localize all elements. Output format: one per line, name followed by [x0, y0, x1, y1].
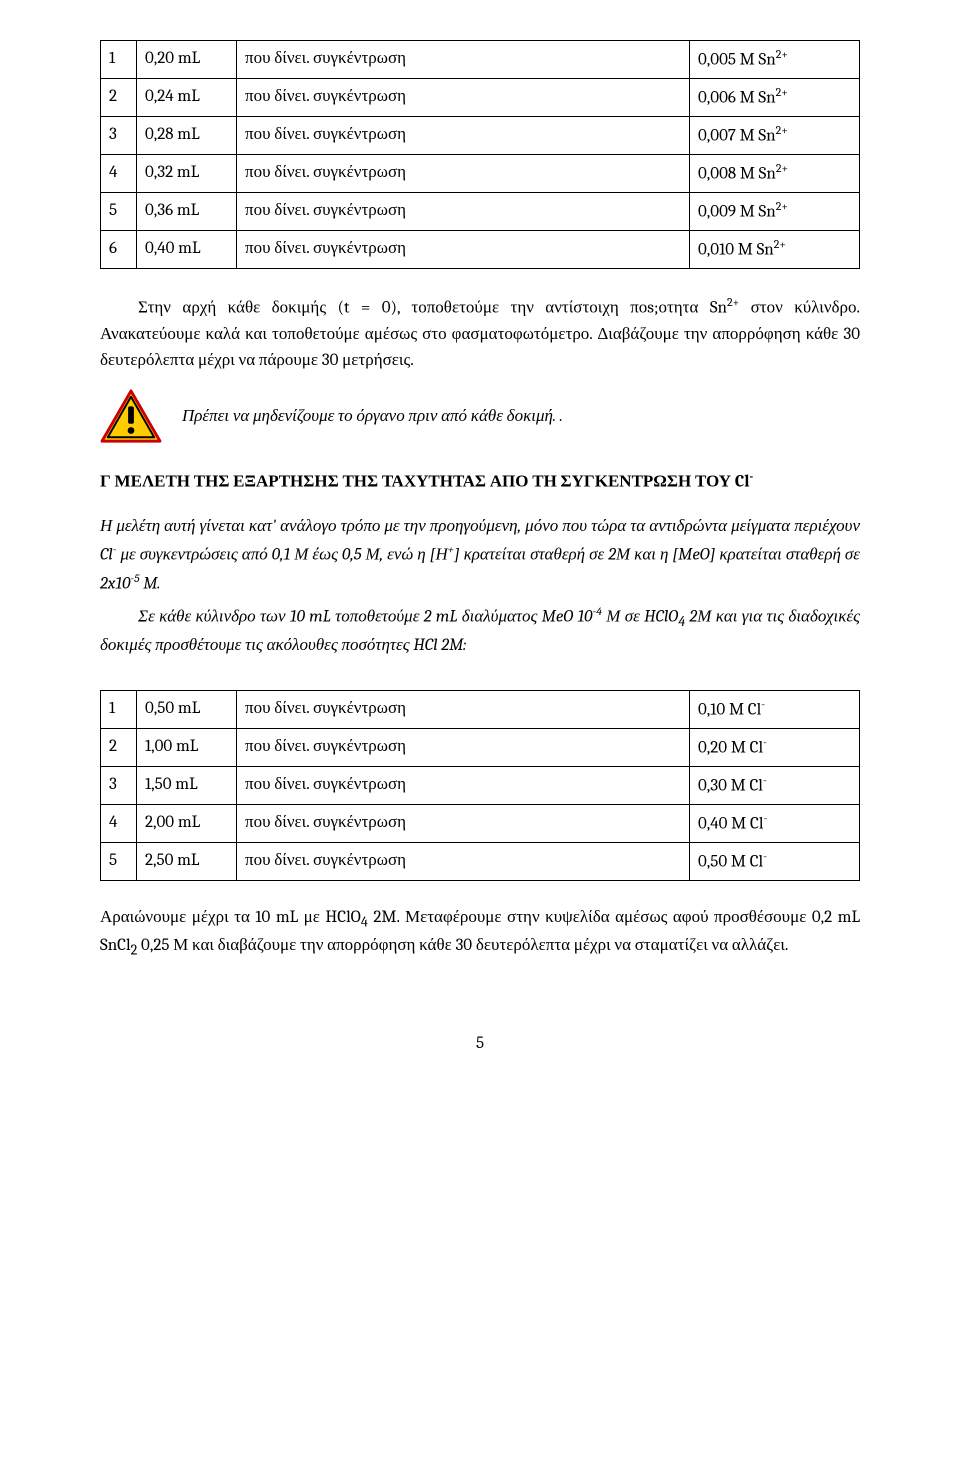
table-row: 21,00 mLπου δίνει. συγκέντρωση0,20 M Cl- — [101, 728, 860, 766]
row-amount: 0,28 mL — [137, 117, 237, 155]
paragraph-dilution: Αραιώνουμε μέχρι τα 10 mL με HClO4 2M. Μ… — [100, 905, 860, 962]
row-index: 3 — [101, 117, 137, 155]
row-amount: 0,20 mL — [137, 41, 237, 79]
row-amount: 0,50 mL — [137, 690, 237, 728]
row-concentration: 0,20 M Cl- — [690, 728, 860, 766]
row-amount: 1,00 mL — [137, 728, 237, 766]
warning-icon — [100, 389, 162, 445]
table-row: 40,32 mLπου δίνει. συγκέντρωση0,008 M Sn… — [101, 155, 860, 193]
sn-concentration-table: 10,20 mLπου δίνει. συγκέντρωση0,005 M Sn… — [100, 40, 860, 269]
row-index: 4 — [101, 155, 137, 193]
row-phrase: που δίνει. συγκέντρωση — [237, 79, 690, 117]
row-amount: 1,50 mL — [137, 766, 237, 804]
row-index: 5 — [101, 193, 137, 231]
table-row: 10,50 mLπου δίνει. συγκέντρωση0,10 M Cl- — [101, 690, 860, 728]
row-amount: 0,32 mL — [137, 155, 237, 193]
warning-callout: Πρέπει να μηδενίζουμε το όργανο πριν από… — [100, 389, 860, 445]
row-phrase: που δίνει. συγκέντρωση — [237, 117, 690, 155]
row-concentration: 0,10 M Cl- — [690, 690, 860, 728]
row-phrase: που δίνει. συγκέντρωση — [237, 41, 690, 79]
row-concentration: 0,010 M Sn2+ — [690, 231, 860, 269]
row-amount: 2,00 mL — [137, 804, 237, 842]
row-phrase: που δίνει. συγκέντρωση — [237, 690, 690, 728]
row-concentration: 0,50 M Cl- — [690, 842, 860, 880]
table-row: 50,36 mLπου δίνει. συγκέντρωση0,009 M Sn… — [101, 193, 860, 231]
row-concentration: 0,40 M Cl- — [690, 804, 860, 842]
row-index: 1 — [101, 690, 137, 728]
row-index: 5 — [101, 842, 137, 880]
row-amount: 0,24 mL — [137, 79, 237, 117]
row-index: 2 — [101, 728, 137, 766]
row-concentration: 0,009 M Sn2+ — [690, 193, 860, 231]
warning-text: Πρέπει να μηδενίζουμε το όργανο πριν από… — [182, 404, 563, 430]
table-row: 31,50 mLπου δίνει. συγκέντρωση0,30 M Cl- — [101, 766, 860, 804]
row-amount: 0,40 mL — [137, 231, 237, 269]
row-index: 3 — [101, 766, 137, 804]
row-phrase: που δίνει. συγκέντρωση — [237, 728, 690, 766]
table-row: 10,20 mLπου δίνει. συγκέντρωση0,005 M Sn… — [101, 41, 860, 79]
table-row: 60,40 mLπου δίνει. συγκέντρωση0,010 M Sn… — [101, 231, 860, 269]
table-row: 52,50 mLπου δίνει. συγκέντρωση0,50 M Cl- — [101, 842, 860, 880]
row-phrase: που δίνει. συγκέντρωση — [237, 766, 690, 804]
row-phrase: που δίνει. συγκέντρωση — [237, 231, 690, 269]
cl-concentration-table: 10,50 mLπου δίνει. συγκέντρωση0,10 M Cl-… — [100, 690, 860, 881]
row-index: 4 — [101, 804, 137, 842]
row-index: 2 — [101, 79, 137, 117]
row-index: 1 — [101, 41, 137, 79]
row-phrase: που δίνει. συγκέντρωση — [237, 804, 690, 842]
row-concentration: 0,007 M Sn2+ — [690, 117, 860, 155]
row-index: 6 — [101, 231, 137, 269]
row-phrase: που δίνει. συγκέντρωση — [237, 842, 690, 880]
row-concentration: 0,006 M Sn2+ — [690, 79, 860, 117]
row-phrase: που δίνει. συγκέντρωση — [237, 155, 690, 193]
page-number: 5 — [100, 1031, 860, 1057]
table-row: 30,28 mLπου δίνει. συγκέντρωση0,007 M Sn… — [101, 117, 860, 155]
row-concentration: 0,008 M Sn2+ — [690, 155, 860, 193]
section-heading-cl: Γ ΜΕΛΕΤΗ ΤΗΣ ΕΞΑΡΤΗΣΗΣ ΤΗΣ ΤΑΧΥΤΗΤΑΣ ΑΠΟ… — [100, 467, 860, 496]
row-amount: 0,36 mL — [137, 193, 237, 231]
row-amount: 2,50 mL — [137, 842, 237, 880]
row-concentration: 0,005 M Sn2+ — [690, 41, 860, 79]
paragraph-measurement: Στην αρχή κάθε δοκιμής (t = 0), τοποθετο… — [100, 293, 860, 375]
italic-description: Η μελέτη αυτή γίνεται κατ' ανάλογο τρόπο… — [100, 514, 860, 660]
row-concentration: 0,30 M Cl- — [690, 766, 860, 804]
table-row: 20,24 mLπου δίνει. συγκέντρωση0,006 M Sn… — [101, 79, 860, 117]
table-row: 42,00 mLπου δίνει. συγκέντρωση0,40 M Cl- — [101, 804, 860, 842]
row-phrase: που δίνει. συγκέντρωση — [237, 193, 690, 231]
